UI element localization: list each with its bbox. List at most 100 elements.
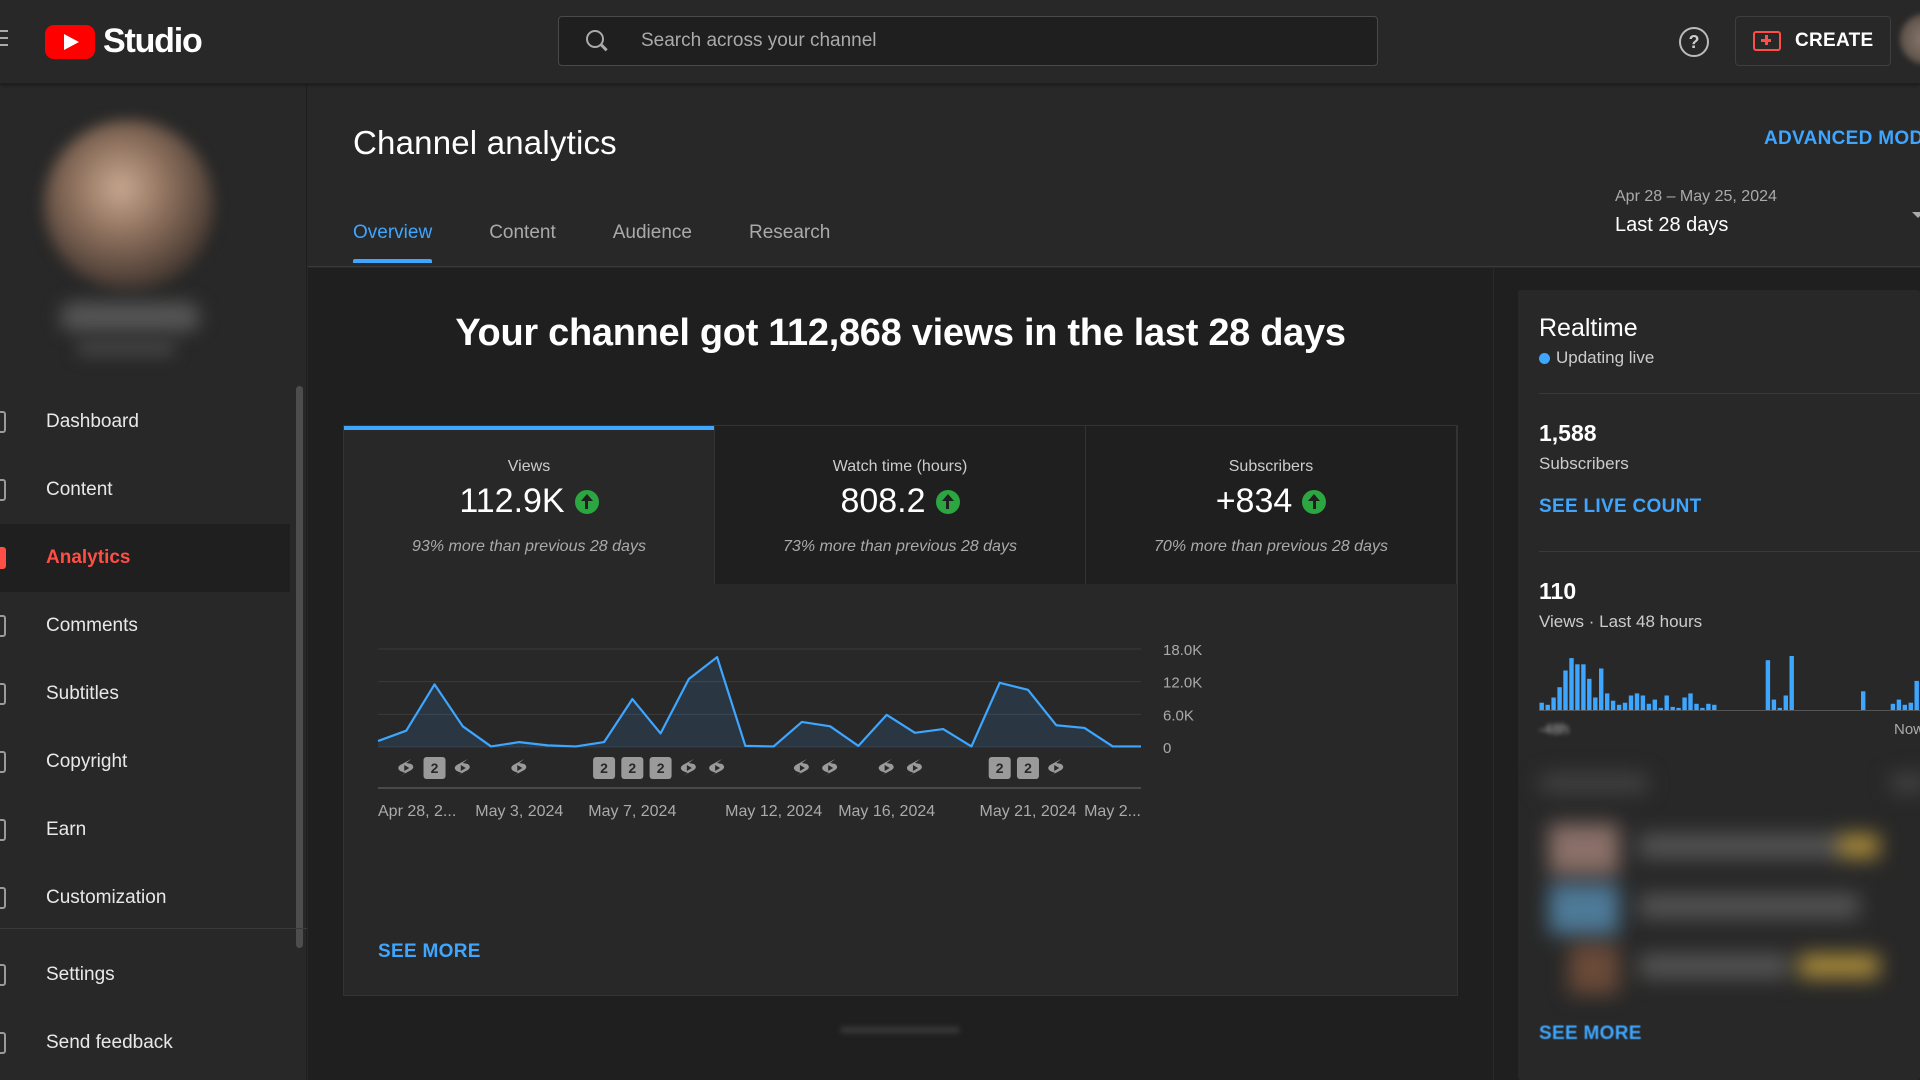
- shorts-play-glyph: [799, 765, 805, 771]
- metric-label: Views: [507, 458, 551, 475]
- studio-logo[interactable]: Studio: [45, 22, 203, 61]
- sidebar-item-customization[interactable]: Customization: [0, 864, 290, 932]
- views-chart[interactable]: 18.0K 12.0K 6.0K 0 2 2 2 2 2 2 Apr 28, 2... May 3, …: [344, 584, 1457, 904]
- analytics-icon: [0, 547, 6, 569]
- date-range[interactable]: Apr 28 – May 25, 2024: [1615, 188, 1777, 205]
- realtime-bar: [1545, 704, 1550, 710]
- chevron-down-icon[interactable]: [1912, 212, 1920, 218]
- sidebar-item-earn[interactable]: Earn: [0, 796, 290, 864]
- metric-watch-time[interactable]: Watch time (hours) 808.2 73% more than p…: [715, 426, 1086, 584]
- x-tick-label: May 7, 2024: [588, 803, 676, 820]
- realtime-status: Updating live: [1539, 348, 1654, 368]
- sidebar-item-label: Analytics: [46, 547, 131, 568]
- sidebar-item-settings[interactable]: Settings: [0, 941, 290, 1009]
- tab-content[interactable]: Content: [489, 222, 556, 243]
- create-button[interactable]: CREATE: [1735, 16, 1891, 66]
- sidebar-item-analytics[interactable]: Analytics: [0, 524, 290, 592]
- shorts-play-glyph: [1054, 765, 1060, 771]
- feedback-icon: [0, 1032, 6, 1054]
- see-more-button[interactable]: SEE MORE: [378, 941, 481, 962]
- video-count-marker: [1016, 757, 1039, 779]
- y-tick-label: 0: [1163, 740, 1171, 757]
- shorts-play-glyph: [460, 765, 466, 771]
- sidebar-item-send-feedback[interactable]: Send feedback: [0, 1009, 290, 1077]
- realtime-views-chart[interactable]: [1539, 640, 1920, 716]
- video-count-marker: [621, 757, 644, 779]
- sidebar-item-copyright[interactable]: Copyright: [0, 728, 290, 796]
- youtube-play-icon: [45, 24, 95, 59]
- x-tick-label: May 3, 2024: [475, 803, 563, 820]
- live-dot-icon: [1539, 352, 1550, 364]
- search-input[interactable]: [641, 30, 1321, 52]
- advanced-mode-link[interactable]: ADVANCED MODE: [1764, 128, 1920, 149]
- earn-icon: [0, 819, 6, 841]
- metric-label: Subscribers: [1228, 458, 1314, 475]
- help-icon[interactable]: ?: [1679, 27, 1709, 57]
- x-tick-label: May 2...: [1084, 803, 1141, 820]
- video-count-label: 2: [657, 760, 665, 776]
- sidebar-scrollbar[interactable]: [296, 386, 303, 948]
- metric-change: 70% more than previous 28 days: [1154, 538, 1388, 555]
- sidebar-item-comments[interactable]: Comments: [0, 592, 290, 660]
- shorts-play-glyph: [715, 765, 721, 771]
- tab-audience[interactable]: Audience: [612, 222, 692, 243]
- realtime-bar: [1902, 704, 1907, 710]
- realtime-bar: [1688, 693, 1693, 710]
- sidebar-item-label: Subtitles: [46, 683, 119, 704]
- channel-avatar[interactable]: [44, 120, 214, 290]
- realtime-bar: [1605, 693, 1610, 710]
- sidebar-item-content[interactable]: Content: [0, 456, 290, 524]
- create-video-icon: [1753, 31, 1781, 51]
- metric-views[interactable]: Views 112.9K 93% more than previous 28 d…: [344, 426, 715, 584]
- metric-tabs: Views 112.9K 93% more than previous 28 d…: [344, 426, 1457, 584]
- see-live-count-button[interactable]: SEE LIVE COUNT: [1539, 496, 1702, 517]
- subtitles-icon: [0, 683, 6, 705]
- copyright-icon: [0, 751, 6, 773]
- metric-change: 73% more than previous 28 days: [783, 538, 1017, 555]
- realtime-bar: [1646, 703, 1652, 710]
- x-tick-label: May 12, 2024: [725, 803, 822, 820]
- tab-research[interactable]: Research: [748, 222, 831, 243]
- sidebar-item-label: Earn: [46, 819, 87, 840]
- sidebar-item-subtitles[interactable]: Subtitles: [0, 660, 290, 728]
- shorts-play-glyph: [884, 765, 890, 771]
- arrow-up-icon: [935, 489, 960, 514]
- sidebar-item-label: Dashboard: [46, 411, 139, 432]
- x-tick-label: Apr 28, 2...: [378, 803, 456, 820]
- realtime-bar: [1712, 704, 1717, 710]
- channel-subtitle-blurred: [76, 340, 176, 356]
- shorts-play-glyph: [686, 765, 692, 771]
- date-preset-select[interactable]: Last 28 days: [1615, 214, 1729, 236]
- menu-icon[interactable]: [0, 30, 8, 50]
- sidebar-item-label: Settings: [46, 964, 115, 985]
- realtime-bar: [1557, 687, 1562, 710]
- metric-subscribers[interactable]: Subscribers +834 70% more than previous …: [1086, 426, 1457, 584]
- sidebar-item-label: Content: [46, 479, 113, 500]
- sidebar-nav: Dashboard Content Analytics Comments Sub…: [0, 388, 290, 932]
- search-icon[interactable]: [585, 29, 609, 53]
- realtime-title: Realtime: [1539, 314, 1638, 342]
- sidebar-divider: [0, 928, 307, 929]
- metric-value: 808.2: [840, 482, 926, 520]
- metric-value: 112.9K: [459, 482, 565, 520]
- realtime-divider: [1539, 551, 1920, 552]
- dashboard-icon: [0, 411, 6, 433]
- y-tick-label: 12.0K: [1163, 675, 1202, 692]
- sidebar-item-dashboard[interactable]: Dashboard: [0, 388, 290, 456]
- views-line: [377, 656, 1141, 748]
- analytics-header: Channel analytics ADVANCED MODE Overview…: [308, 84, 1920, 267]
- shorts-play-glyph: [912, 765, 918, 771]
- metric-label: Watch time (hours): [832, 458, 968, 475]
- account-avatar[interactable]: [1900, 14, 1920, 64]
- shorts-play-glyph: [517, 765, 523, 771]
- tab-overview[interactable]: Overview: [353, 222, 433, 263]
- realtime-views-value: 110: [1539, 578, 1577, 604]
- metric-value: +834: [1215, 482, 1293, 520]
- video-count-label: 2: [600, 760, 608, 776]
- sidebar-item-label: Customization: [46, 887, 167, 908]
- realtime-views-label: Views · Last 48 hours: [1539, 612, 1703, 631]
- realtime-see-more-button[interactable]: SEE MORE: [1539, 1023, 1642, 1044]
- realtime-bar: [1700, 707, 1705, 710]
- realtime-bar: [1628, 695, 1634, 710]
- realtime-bar: [1539, 702, 1544, 710]
